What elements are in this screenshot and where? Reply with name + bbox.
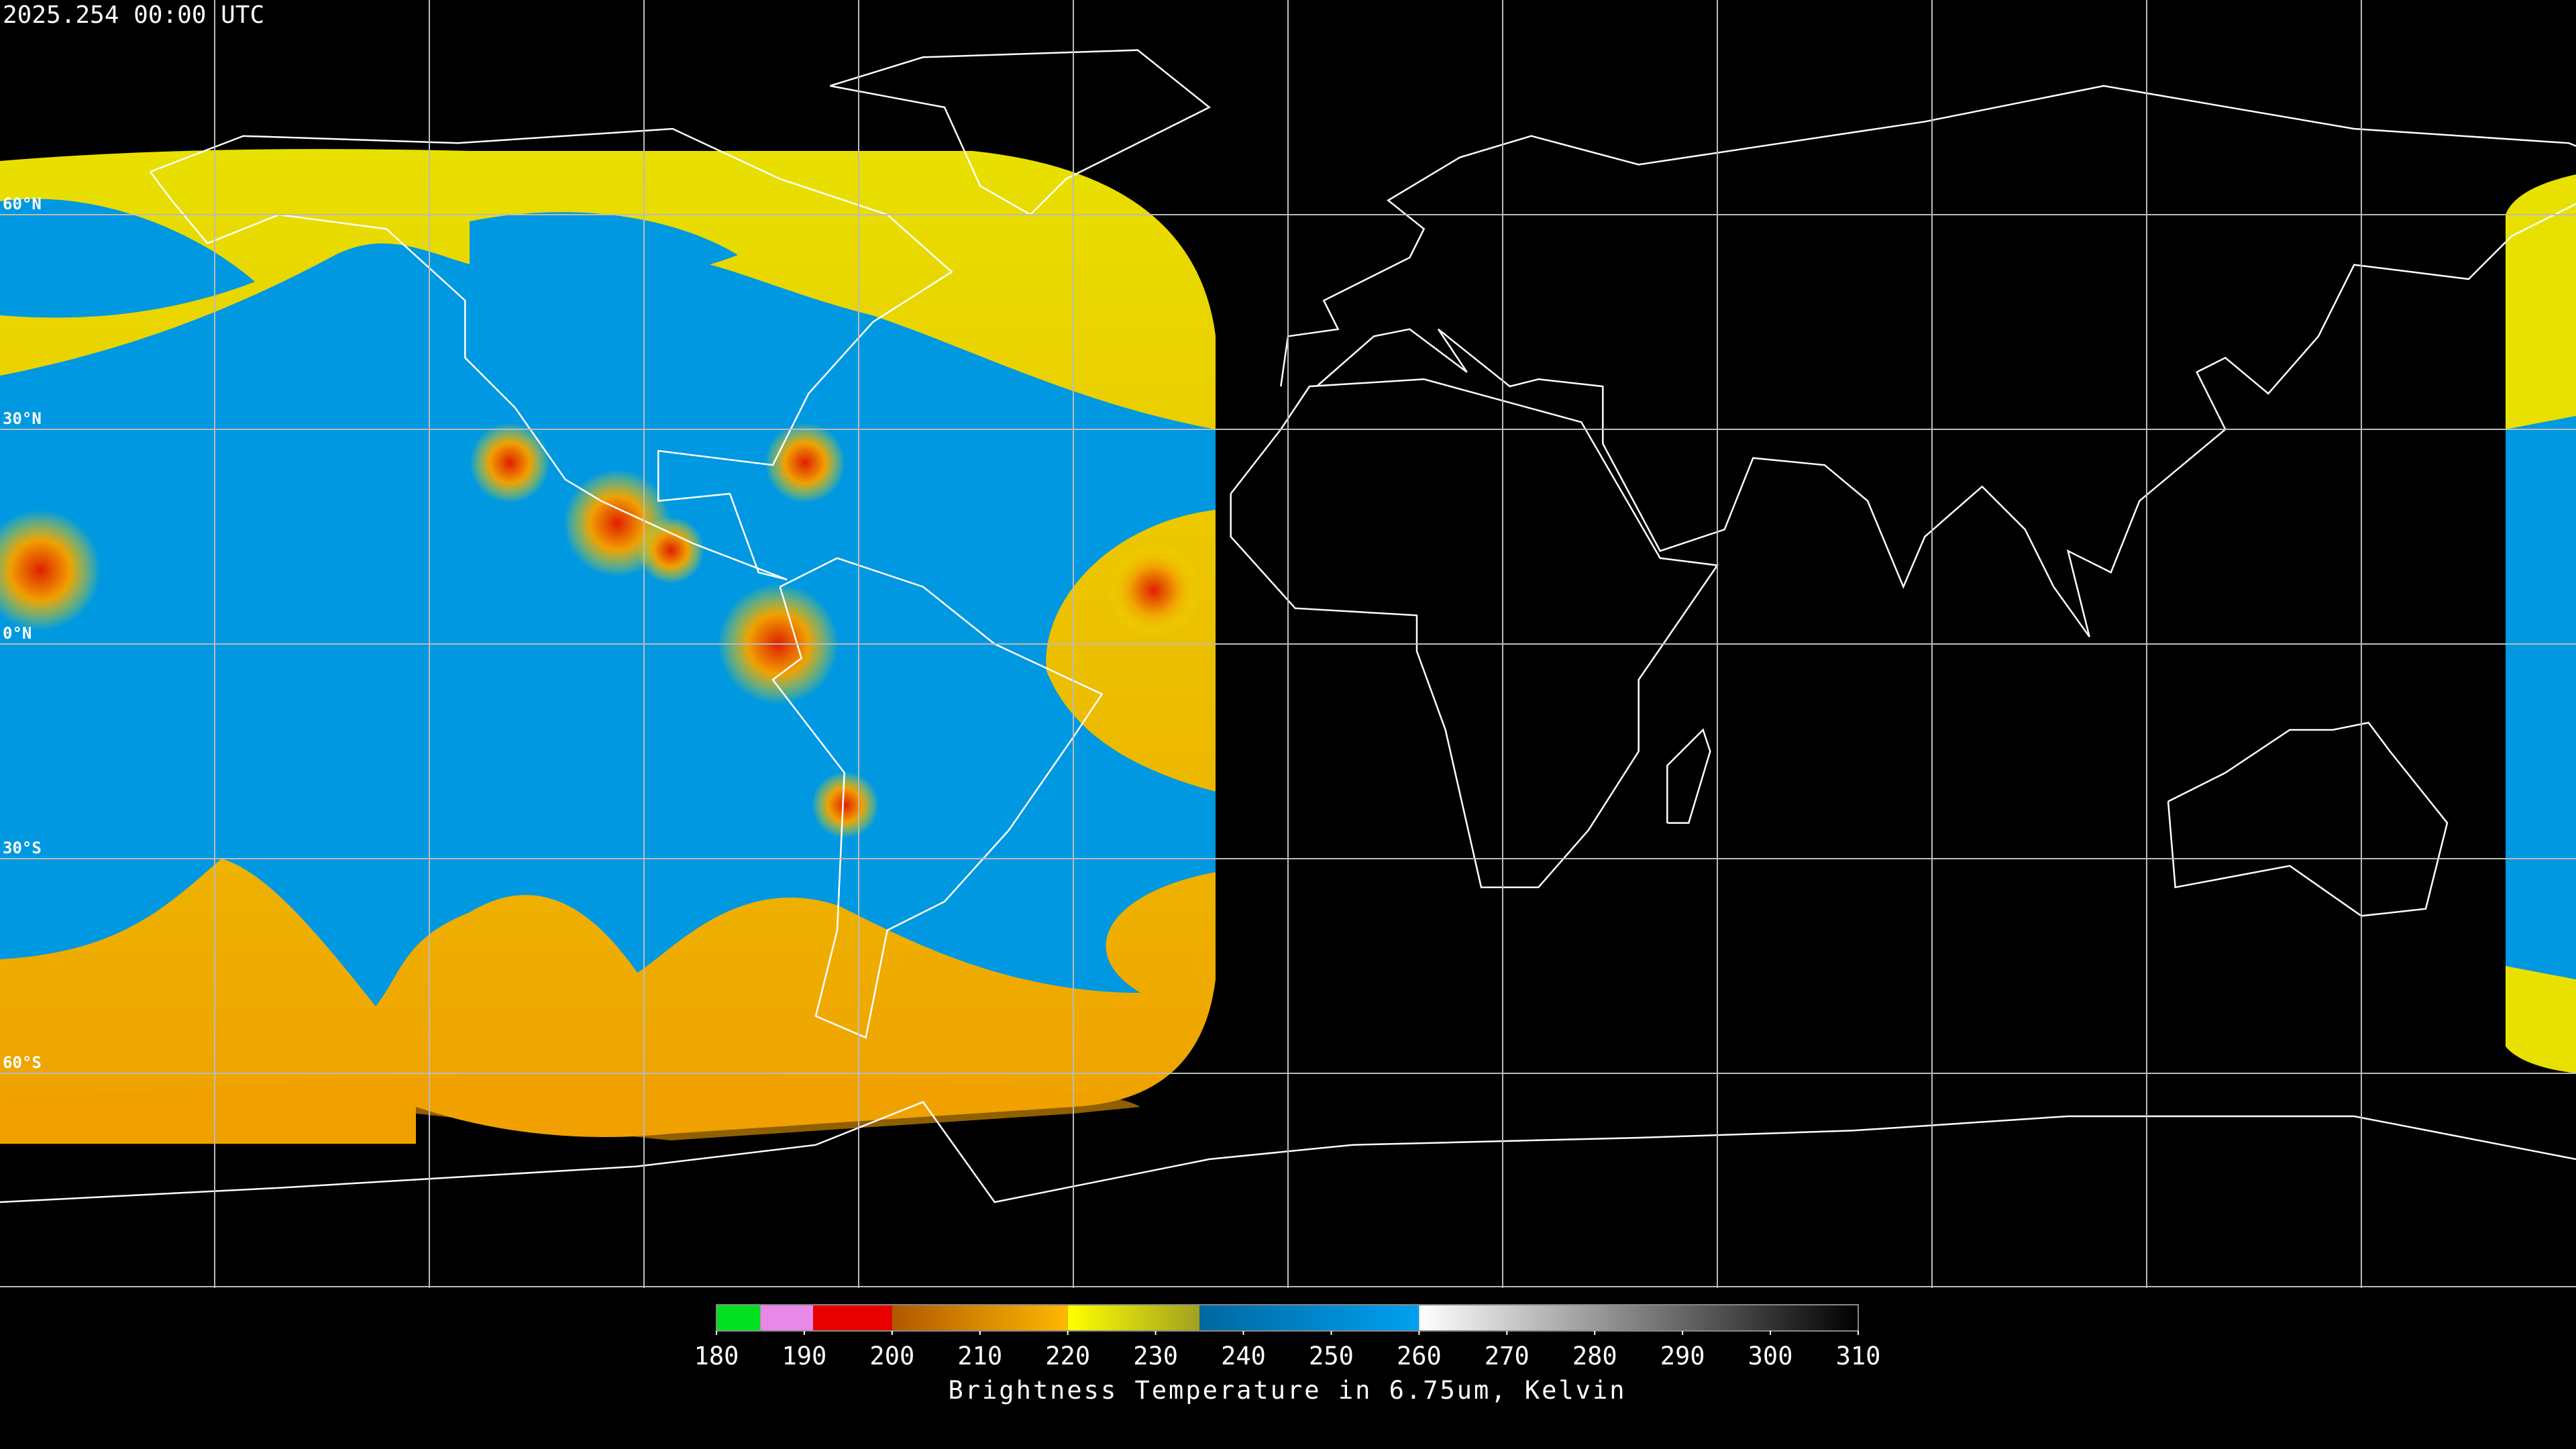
dry-region <box>0 243 1216 1006</box>
colorbar-tick-label: 240 <box>1221 1342 1266 1371</box>
colorbar-tick-label: 300 <box>1748 1342 1793 1371</box>
colorbar-tick-label: 180 <box>694 1342 739 1371</box>
colorbar-tick-label: 190 <box>782 1342 827 1371</box>
latitude-label: 60°S <box>3 1053 42 1072</box>
storm <box>765 423 845 503</box>
coastline <box>771 557 1104 1039</box>
colorbar-tick-label: 210 <box>957 1342 1002 1371</box>
coastline <box>0 1101 2576 1203</box>
coastline <box>2167 721 2449 917</box>
colorbar-tick-label: 220 <box>1045 1342 1090 1371</box>
coastline <box>1666 728 1711 824</box>
colorbar-tick-label: 280 <box>1572 1342 1617 1371</box>
latitude-label: 0°N <box>3 624 32 643</box>
timestamp: 2025.254 00:00 UTC <box>3 1 264 29</box>
dry-region <box>2506 416 2576 979</box>
colorbar-tick-label: 250 <box>1309 1342 1354 1371</box>
colorbar-segment <box>716 1305 761 1331</box>
colorbar-tick-label: 230 <box>1133 1342 1178 1371</box>
latitude-labels: 60°N 30°N 0°N 30°S 60°S <box>3 195 42 1072</box>
storm <box>812 771 879 839</box>
coastline <box>1230 378 1719 888</box>
colorbar-segment <box>1419 1305 1858 1331</box>
colorbar-tick-label: 200 <box>869 1342 914 1371</box>
latitude-label: 30°N <box>3 409 42 428</box>
dry-region <box>0 199 255 318</box>
map: 60°N 30°N 0°N 30°S 60°S <box>0 0 2576 1288</box>
storm <box>1107 543 1201 637</box>
storm <box>637 517 704 584</box>
dry-region <box>470 212 738 280</box>
colorbar-title: Brightness Temperature in 6.75um, Kelvin <box>948 1376 1626 1405</box>
colorbar: 180 190 200 210 220 230 240 250 260 270 280 290 300 3… <box>694 1304 1881 1371</box>
southern-band <box>0 1072 1140 1144</box>
colorbar-segment <box>892 1305 1068 1331</box>
latitude-label: 60°N <box>3 195 42 213</box>
colorbar-tick-label: 260 <box>1397 1342 1442 1371</box>
colorbar-tick-label: 290 <box>1660 1342 1705 1371</box>
colorbar-segment <box>760 1305 814 1331</box>
coastline <box>149 127 953 581</box>
colorbar-segment <box>1199 1305 1419 1331</box>
latitude-label: 30°S <box>3 839 42 857</box>
storm <box>470 423 550 503</box>
graticule <box>0 0 2576 1288</box>
coastline <box>829 49 1212 216</box>
colorbar-segment <box>813 1305 892 1331</box>
colorbar-tick-label: 270 <box>1485 1342 1529 1371</box>
storm <box>0 510 101 631</box>
colorbar-tick-label: 310 <box>1836 1342 1881 1371</box>
colorbar-frame <box>716 1304 1859 1332</box>
colorbar-segment <box>1067 1305 1200 1331</box>
